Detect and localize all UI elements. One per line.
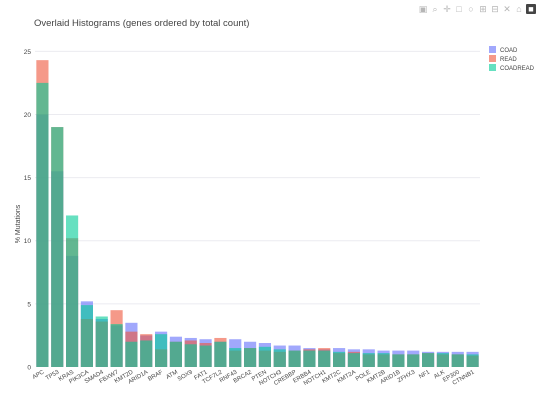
zoom-icon[interactable]: ⌕	[432, 4, 438, 14]
y-tick-label: 5	[27, 301, 31, 308]
bar-coadread-fat1[interactable]	[199, 345, 212, 367]
autoscale-icon[interactable]: ✕	[503, 4, 511, 14]
y-axis: 0 5 10 15 20 25	[24, 49, 32, 372]
legend-label[interactable]: COADREAD	[500, 66, 535, 72]
zoom-in-icon[interactable]: ⊞	[479, 4, 487, 14]
bar-coadread-arid1b[interactable]	[392, 354, 405, 367]
bar-coadread-kras[interactable]	[66, 215, 79, 367]
x-tick-label: ATM	[165, 370, 179, 381]
x-tick-label: NF1	[418, 369, 431, 380]
bar-coadread-alk[interactable]	[436, 353, 449, 367]
bar-coadread-apc[interactable]	[36, 82, 49, 367]
box-select-icon[interactable]: □	[456, 4, 462, 14]
lasso-icon[interactable]: ○	[468, 4, 474, 14]
bar-coadread-pten[interactable]	[258, 346, 271, 367]
bar-coadread-erbb4[interactable]	[303, 350, 316, 367]
bar-coadread-braf[interactable]	[155, 334, 168, 367]
x-tick-label: APC	[32, 369, 46, 381]
legend-swatch[interactable]	[489, 55, 496, 62]
legend-label[interactable]: READ	[500, 57, 517, 63]
bar-coadread-zfhx3[interactable]	[407, 354, 420, 367]
bar-coadread-sox9[interactable]	[184, 344, 197, 367]
y-tick-label: 15	[24, 175, 32, 182]
modebar: ▣ ⌕ ✛ □ ○ ⊞ ⊟ ✕ ⌂ ■	[418, 4, 536, 14]
y-tick-label: 20	[24, 112, 32, 119]
bar-coadread-notch3[interactable]	[273, 349, 286, 367]
pan-icon[interactable]: ✛	[443, 4, 451, 14]
bar-coadread-pik3ca[interactable]	[80, 305, 93, 367]
chart-title: Overlaid Histograms (genes ordered by to…	[34, 18, 249, 29]
bar-coadread-nf1[interactable]	[422, 353, 435, 367]
home-icon[interactable]: ⌂	[516, 4, 522, 14]
bar-coadread-ctnnb1[interactable]	[466, 354, 479, 367]
x-tick-label: SOX9	[177, 369, 194, 383]
y-tick-label: 0	[27, 365, 31, 372]
grid	[35, 50, 480, 368]
bar-coadread-crebbp[interactable]	[288, 350, 301, 367]
bar-coadread-kmt2d[interactable]	[125, 341, 138, 367]
legend-swatch[interactable]	[489, 46, 496, 53]
bar-coadread-ep300[interactable]	[451, 354, 464, 367]
bar-coadread-tcf7l2[interactable]	[214, 341, 227, 367]
x-axis: APC TP53KRASPIK3CASMAD4FBXW7KMT2DARID1ABR…	[32, 369, 476, 387]
bar-coadread-pole[interactable]	[362, 353, 375, 367]
bar-coadread-notch1[interactable]	[318, 350, 331, 367]
legend-swatch[interactable]	[489, 64, 496, 71]
bar-coadread-kmt2c[interactable]	[333, 351, 346, 367]
camera-icon[interactable]: ▣	[418, 4, 428, 14]
bar-coadread-arid1a[interactable]	[140, 340, 153, 367]
bar-coadread-atm[interactable]	[169, 341, 182, 367]
x-tick-label: ALK	[433, 370, 446, 381]
bar-coadread-fbxw7[interactable]	[110, 324, 123, 367]
bar-coadread-kmt2a[interactable]	[347, 353, 360, 367]
x-tick-label: ZFHX3	[397, 369, 417, 384]
bar-coadread-kmt2b[interactable]	[377, 353, 390, 367]
zoom-out-icon[interactable]: ⊟	[491, 4, 499, 14]
plotly-logo-icon[interactable]: ■	[526, 4, 536, 14]
legend-label[interactable]: COAD	[500, 48, 518, 54]
bar-coadread-smad4[interactable]	[95, 316, 108, 367]
plot-area[interactable]	[36, 60, 479, 367]
y-axis-label: % Mutations	[15, 204, 22, 243]
y-tick-label: 10	[24, 238, 32, 245]
bar-coadread-tp53[interactable]	[51, 127, 64, 367]
bar-coadread-rnf43[interactable]	[229, 348, 242, 367]
x-tick-label: BRAF	[147, 369, 164, 382]
y-tick-label: 25	[24, 49, 32, 56]
bar-coadread-brca2[interactable]	[244, 348, 257, 367]
